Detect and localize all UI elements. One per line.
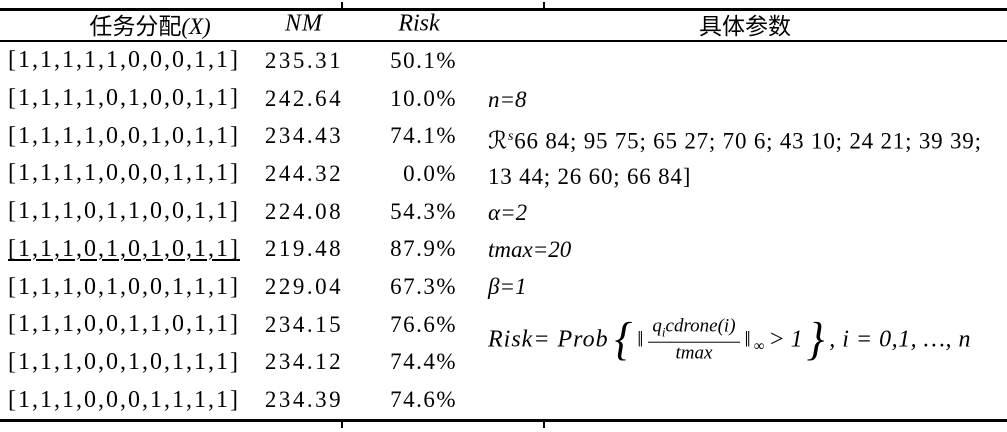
- table-header-rule: [0, 40, 1007, 42]
- table-row: [1,1,1,1,0,1,0,0,1,1] 242.64 10.0%: [0, 80, 1007, 118]
- nm-cell: 234.39: [264, 387, 344, 413]
- task-allocation-cell: [1,1,1,0,1,0,0,1,1,1]: [8, 273, 240, 300]
- param-rs-line1: ℛs66 84; 95 75; 65 27; 70 6; 43 10; 24 2…: [488, 127, 982, 156]
- formula-fraction: qicdrone(i) tmax: [648, 315, 740, 365]
- risk-cell: 0.0%: [403, 160, 457, 186]
- nm-cell: 224.08: [264, 198, 344, 224]
- task-allocation-cell: [1,1,1,1,0,1,0,0,1,1]: [8, 85, 240, 112]
- formula-numerator: qicdrone(i): [648, 315, 740, 343]
- risk-formula: Risk= Prob { ‖ qicdrone(i) tmax ‖ ∞ > 1 …: [488, 313, 971, 366]
- column-header-task-allocation: 任务分配(X): [89, 7, 210, 41]
- formula-q-subscript: i: [661, 324, 666, 340]
- column-tick: [543, 421, 545, 428]
- nm-cell: 235.31: [264, 47, 344, 73]
- nm-cell: 244.32: [264, 160, 344, 186]
- task-allocation-cell: [1,1,1,0,0,0,1,1,1,1]: [8, 386, 240, 413]
- formula-norm-close: ‖: [744, 326, 751, 352]
- task-allocation-cell: [1,1,1,1,0,0,1,0,1,1]: [8, 122, 240, 149]
- formula-norm-open: ‖: [637, 326, 644, 352]
- formula-cdrone: cdrone(i): [665, 315, 736, 337]
- task-allocation-cell: [1,1,1,0,1,1,0,0,1,1]: [8, 198, 240, 225]
- column-header-params: 具体参数: [699, 14, 791, 39]
- table-row: [1,1,1,1,0,0,1,0,1,1] 234.43 74.1%: [0, 117, 1007, 155]
- nm-cell: 234.12: [264, 349, 344, 375]
- param-alpha: α=2: [488, 200, 528, 225]
- column-header-nm: NM: [285, 10, 323, 37]
- param-rs-values1: 66 84; 95 75; 65 27; 70 6; 43 10; 24 21;…: [514, 128, 982, 154]
- risk-cell: 76.6%: [390, 311, 457, 337]
- task-allocation-cell: [1,1,1,0,1,0,1,0,1,1]: [8, 235, 240, 262]
- formula-denominator: tmax: [675, 342, 713, 364]
- risk-cell: 10.0%: [390, 85, 457, 111]
- formula-lhs: Risk= Prob: [488, 326, 609, 353]
- task-allocation-cell: [1,1,1,0,0,1,0,1,1,1]: [8, 348, 240, 375]
- script-r-symbol: ℛ: [488, 128, 508, 155]
- nm-cell: 242.64: [264, 85, 344, 111]
- param-beta: β=1: [488, 274, 527, 299]
- task-allocation-cell: [1,1,1,1,0,0,0,1,1,1]: [8, 160, 240, 187]
- column-header-risk: Risk: [398, 10, 440, 37]
- nm-cell: 229.04: [264, 274, 344, 300]
- header-task-variable: (X): [181, 14, 211, 39]
- risk-cell: 74.4%: [390, 349, 457, 375]
- column-tick: [341, 2, 343, 9]
- column-tick: [341, 421, 343, 428]
- formula-comparison: > 1: [768, 326, 803, 353]
- table-row: [1,1,1,0,1,0,0,1,1,1] 229.04 67.3%: [0, 268, 1007, 306]
- table-top-rule: [0, 8, 1007, 11]
- table-row: [1,1,1,0,0,1,1,0,1,1] 234.15 76.6%: [0, 306, 1007, 344]
- infinity-subscript: ∞: [753, 338, 765, 355]
- table-bottom-rule: [0, 419, 1007, 422]
- risk-cell: 54.3%: [390, 198, 457, 224]
- table-row: [1,1,1,0,0,0,1,1,1,1] 234.39 74.6%: [0, 381, 1007, 419]
- formula-q: q: [652, 315, 662, 337]
- risk-cell: 67.3%: [390, 274, 457, 300]
- param-rs-line2: 13 44; 26 60; 66 84]: [488, 164, 692, 189]
- column-tick: [543, 2, 545, 9]
- nm-cell: 234.43: [264, 123, 344, 149]
- nm-cell: 234.15: [264, 311, 344, 337]
- risk-cell: 74.6%: [390, 387, 457, 413]
- table-row: [1,1,1,0,1,1,0,0,1,1] 224.08 54.3%: [0, 193, 1007, 231]
- risk-cell: 87.9%: [390, 236, 457, 262]
- formula-index-range: , i = 0,1, …, n: [829, 326, 971, 353]
- script-r-superscript: s: [507, 128, 515, 144]
- risk-cell: 74.1%: [390, 123, 457, 149]
- param-tmax: tmax=20: [488, 237, 572, 262]
- task-allocation-cell: [1,1,1,1,1,0,0,0,1,1]: [8, 47, 240, 74]
- table-row: [1,1,1,1,0,0,0,1,1,1] 244.32 0.0%: [0, 155, 1007, 193]
- nm-cell: 219.48: [264, 236, 344, 262]
- table-row: [1,1,1,1,1,0,0,0,1,1] 235.31 50.1%: [0, 42, 1007, 80]
- risk-cell: 50.1%: [390, 47, 457, 73]
- table-body: [1,1,1,1,1,0,0,0,1,1] 235.31 50.1% [1,1,…: [0, 42, 1007, 419]
- header-task-cn: 任务分配: [89, 14, 182, 39]
- table-row: [1,1,1,0,0,1,0,1,1,1] 234.12 74.4%: [0, 344, 1007, 382]
- table-row-best-solution: [1,1,1,0,1,0,1,0,1,1] 219.48 87.9%: [0, 231, 1007, 269]
- param-n: n=8: [488, 87, 527, 112]
- task-allocation-cell: [1,1,1,0,0,1,1,0,1,1]: [8, 311, 240, 338]
